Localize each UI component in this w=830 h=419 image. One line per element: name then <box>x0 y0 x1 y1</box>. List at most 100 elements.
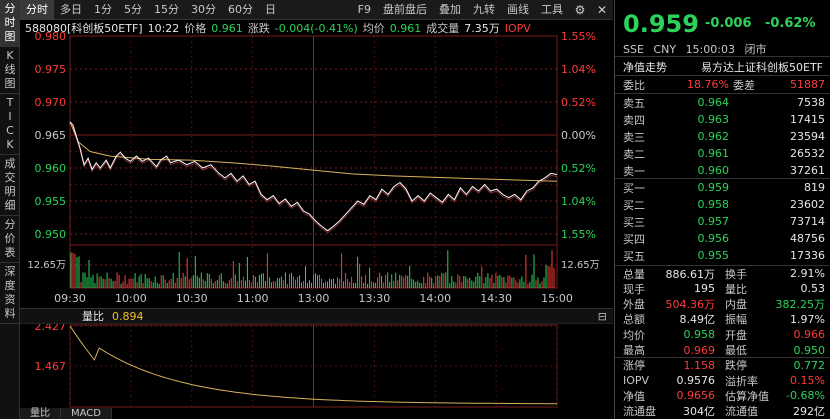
pct-tick-label: 0.00% <box>561 129 596 142</box>
time-tick-label: 10:30 <box>176 292 208 305</box>
asks-row-0[interactable]: 卖五 0.964 7538 <box>615 94 830 111</box>
stat-value: 382.25万 <box>775 298 826 312</box>
weibi-row: 委比 18.76% 委差 51887 <box>615 76 830 93</box>
period-button-1[interactable]: 多日 <box>60 2 82 16</box>
nav-trend-row[interactable]: 净值走势 易方达上证科创板50ETF <box>615 58 830 75</box>
bids-row-4[interactable]: 买五 0.955 17336 <box>615 247 830 264</box>
info-price-label: 价格 <box>184 22 207 35</box>
quote-meta: SSE CNY 15:00:03 闭市 <box>623 41 772 57</box>
price-tick-label: 0.970 <box>35 96 67 109</box>
stat-value: 195 <box>694 282 715 296</box>
weicha-label: 委差 <box>733 78 755 92</box>
info-iopv: IOPV <box>504 21 531 35</box>
side-tab-3[interactable]: 成 交 明 细 <box>0 155 20 216</box>
weibi-label: 委比 <box>623 78 645 92</box>
stat-row-1: 现手 195 量比 0.53 <box>615 281 830 296</box>
gear-icon[interactable]: ⚙ <box>574 2 586 17</box>
stat-label: 最高 <box>623 344 645 357</box>
period-button-0[interactable]: 分时 <box>20 0 54 20</box>
bids-price: 0.955 <box>697 249 730 262</box>
stat-label: IOPV <box>623 374 650 388</box>
price-tick-label: 0.965 <box>35 129 67 142</box>
stat-row-0: 总量 886.61万 换手 2.91% <box>615 266 830 281</box>
stat-value: 1.97% <box>790 312 825 326</box>
period-button-5[interactable]: 30分 <box>191 2 216 16</box>
stat-label: 估算净值 <box>725 389 769 403</box>
weicha-value: 51887 <box>790 78 825 91</box>
info-volume-label: 成交量 <box>426 22 460 35</box>
volume-tick-right: 12.65万 <box>561 260 600 271</box>
toolbar-item-2[interactable]: 叠加 <box>439 2 461 16</box>
side-tab-1[interactable]: K 线 图 <box>0 47 20 94</box>
bids-price: 0.959 <box>697 181 730 194</box>
asks-row-2[interactable]: 卖三 0.962 23594 <box>615 128 830 145</box>
toolbar-item-0[interactable]: F9 <box>357 2 371 16</box>
asks-row-1[interactable]: 卖四 0.963 17415 <box>615 111 830 128</box>
info-time: 10:22 <box>147 21 180 35</box>
volratio-label: 量比 <box>82 310 104 323</box>
volume-tick-left: 12.65万 <box>27 260 66 271</box>
time-axis: 09:30 10:00 10:30 11:00 13:00 13:30 14:00 14:30… <box>54 292 573 305</box>
quote-change: -0.006 <box>705 16 752 31</box>
bids-price: 0.958 <box>697 198 730 211</box>
asks-label: 卖一 <box>623 164 645 178</box>
bottom-tab-0[interactable]: 量比 <box>20 408 61 419</box>
bids-row-1[interactable]: 买二 0.958 23602 <box>615 196 830 213</box>
quote-panel: 0.959 -0.006 -0.62% SSE CNY 15:00:03 闭市 … <box>614 0 830 419</box>
bottom-tab-1[interactable]: MACD <box>61 408 112 419</box>
side-tab-2[interactable]: T I C K <box>0 94 20 155</box>
bids-row-3[interactable]: 买四 0.956 48756 <box>615 230 830 247</box>
toolbar: 分时 多日 1分 5分 15分 30分 60分日 F9 盘前盘后 叠加 九转 画线 工具 ⚙ ✕ <box>20 0 613 20</box>
stat-row-3: 总额 8.49亿 振幅 1.97% <box>615 312 830 327</box>
stat-value: 8.49亿 <box>679 313 716 327</box>
toolbar-item-1[interactable]: 盘前盘后 <box>383 2 427 16</box>
stat-row-2: 外盘 504.36万 内盘 382.25万 <box>615 297 830 312</box>
info-line: 588080[科创板50ETF] 10:22 价格 0.961 涨跌 -0.00… <box>20 20 613 36</box>
asks-label: 卖三 <box>623 130 645 144</box>
bids-row-2[interactable]: 买三 0.957 73714 <box>615 213 830 230</box>
quote-time: 15:00:03 <box>685 43 735 56</box>
bids-row-0[interactable]: 买一 0.959 819 <box>615 179 830 196</box>
time-tick-label: 14:30 <box>480 292 512 305</box>
bids-label: 买四 <box>623 232 645 246</box>
period-button-3[interactable]: 5分 <box>124 2 142 16</box>
volratio-value: 0.894 <box>112 309 144 323</box>
asks-row-4[interactable]: 卖一 0.960 37261 <box>615 162 830 179</box>
asks-row-3[interactable]: 卖二 0.961 26532 <box>615 145 830 162</box>
side-tab-0[interactable]: 分 时 图 <box>0 0 20 47</box>
collapse-icon[interactable]: ⊟ <box>597 309 607 323</box>
pct-tick-label: 1.04% <box>561 195 596 208</box>
time-tick-label: 15:00 <box>541 292 573 305</box>
time-tick-label: 09:30 <box>54 292 86 305</box>
volume-bars <box>70 250 555 288</box>
close-icon[interactable]: ✕ <box>596 2 608 17</box>
time-tick-label: 13:00 <box>298 292 330 305</box>
asks-price: 0.960 <box>697 164 730 177</box>
toolbar-item-5[interactable]: 工具 <box>541 2 563 16</box>
side-tab-5[interactable]: 深 度 资 料 <box>0 263 20 324</box>
period-button-2[interactable]: 1分 <box>94 2 112 16</box>
asks-volume: 7538 <box>797 96 825 109</box>
volratio-chart[interactable]: 2.427 1.467 <box>20 324 613 408</box>
stat-value: 0.950 <box>793 343 826 357</box>
side-tab-4[interactable]: 分 价 表 <box>0 216 20 263</box>
stat-label: 总量 <box>623 267 645 281</box>
asks-price: 0.962 <box>697 130 730 143</box>
toolbar-item-4[interactable]: 画线 <box>507 2 529 16</box>
bids-label: 买三 <box>623 215 645 229</box>
time-tick-label: 10:00 <box>115 292 147 305</box>
period-button-4[interactable]: 15分 <box>154 2 179 16</box>
bids-label: 买一 <box>623 181 645 195</box>
stat-label: 现手 <box>623 282 645 296</box>
stat-value: 0.9576 <box>676 374 716 388</box>
stat-label: 振幅 <box>725 313 747 327</box>
toolbar-item-3[interactable]: 九转 <box>473 2 495 16</box>
nav-trend-label[interactable]: 净值走势 <box>623 60 667 74</box>
volratio-tick: 2.427 <box>35 324 67 333</box>
bids-price: 0.956 <box>697 232 730 245</box>
price-chart[interactable]: 0.980 1.55% 0.975 1.04% 0.970 0.52% 0.965 0.00%… <box>20 20 613 290</box>
period-button-6[interactable]: 60分 <box>228 2 253 16</box>
period-button-7[interactable]: 日 <box>265 2 276 16</box>
price-tick-label: 0.950 <box>35 228 67 241</box>
stat-label: 涨停 <box>623 359 645 373</box>
